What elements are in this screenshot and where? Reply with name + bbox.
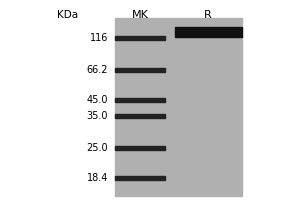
Text: KDa: KDa <box>57 10 79 20</box>
Text: MK: MK <box>132 10 148 20</box>
Bar <box>115 68 165 72</box>
Bar <box>175 27 242 37</box>
Text: 66.2: 66.2 <box>86 65 108 75</box>
Text: R: R <box>204 10 212 20</box>
Bar <box>115 98 165 102</box>
Bar <box>115 146 165 150</box>
Text: 18.4: 18.4 <box>87 173 108 183</box>
Bar <box>115 36 165 40</box>
Bar <box>115 114 165 118</box>
Text: 25.0: 25.0 <box>86 143 108 153</box>
Bar <box>115 18 242 196</box>
Bar <box>115 176 165 180</box>
Text: 116: 116 <box>90 33 108 43</box>
Text: 45.0: 45.0 <box>86 95 108 105</box>
Text: 35.0: 35.0 <box>86 111 108 121</box>
